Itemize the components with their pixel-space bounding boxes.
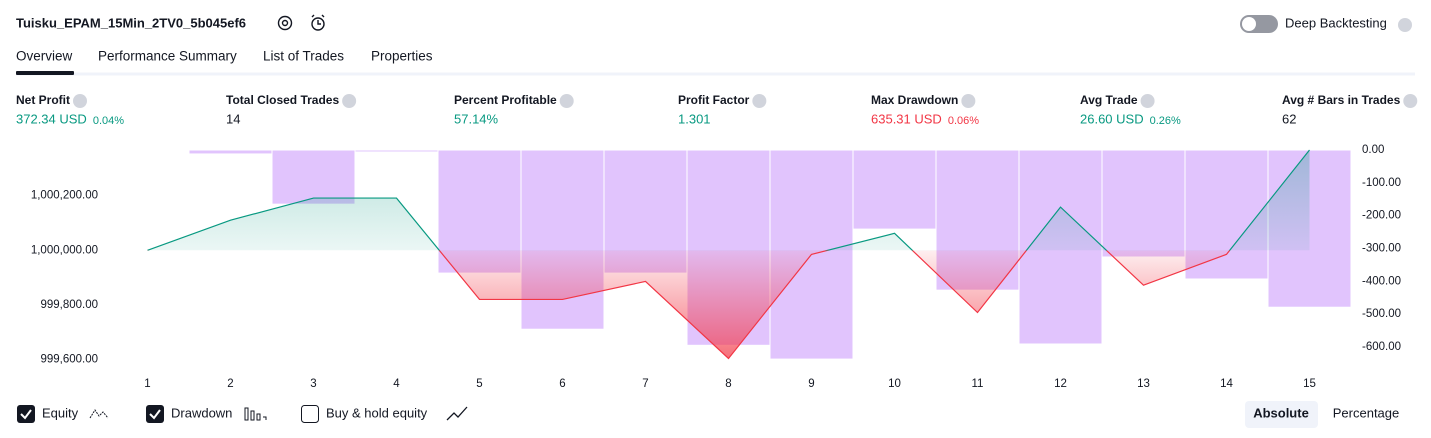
drawdown-bar — [188, 149, 273, 155]
x-tick-label: 6 — [559, 378, 565, 390]
equity-area — [147, 150, 1310, 359]
y2-tick-label: -600.00 — [1362, 341, 1401, 353]
metric-label: Net Profit — [16, 93, 70, 107]
y2-tick-label: -400.00 — [1362, 275, 1401, 287]
mode-button-active[interactable] — [1245, 401, 1318, 428]
metric-value: 14 — [226, 111, 240, 126]
x-tick-label: 14 — [1220, 378, 1233, 390]
drawdown-bar — [1101, 149, 1186, 258]
drawdown-bar — [520, 149, 605, 330]
checkbox[interactable] — [146, 405, 164, 423]
checkmark — [20, 409, 32, 420]
checkbox[interactable] — [17, 405, 35, 423]
metric-percent: 0.04% — [93, 115, 124, 127]
x-tick-label: 3 — [310, 378, 316, 390]
x-tick-label: 12 — [1054, 378, 1067, 390]
alert-icon[interactable] — [311, 14, 325, 31]
legend-label: Drawdown — [171, 405, 232, 420]
active-tab-underline — [16, 71, 74, 75]
tab[interactable]: Properties — [371, 49, 433, 64]
legend-label: Equity — [42, 405, 79, 420]
legend-icon — [89, 409, 109, 419]
x-tick-label: 7 — [642, 378, 648, 390]
metric-value: 62 — [1282, 111, 1296, 126]
metric-value: 57.14% — [454, 111, 499, 126]
metric-label: Max Drawdown — [871, 93, 958, 107]
x-tick-label: 5 — [476, 378, 482, 390]
info-icon — [342, 94, 357, 108]
y-tick-label: 1,000,200.00 — [31, 190, 98, 202]
info-icon — [752, 94, 767, 108]
drawdown-bar — [852, 149, 937, 230]
info-icon — [1140, 94, 1155, 108]
x-tick-label: 8 — [725, 378, 731, 390]
metric-label: Percent Profitable — [454, 93, 557, 107]
info-icon — [961, 94, 976, 108]
deep-backtesting-label: Deep Backtesting — [1285, 15, 1387, 30]
metric-label: Total Closed Trades — [226, 93, 339, 107]
x-tick-label: 11 — [972, 378, 984, 390]
checkbox[interactable] — [301, 405, 319, 423]
drawdown-bar — [271, 149, 356, 205]
metric-label: Avg Trade — [1080, 93, 1138, 107]
drawdown-bar — [105, 149, 190, 152]
y2-tick-label: -200.00 — [1362, 210, 1401, 222]
y2-tick-label: -100.00 — [1362, 177, 1401, 189]
chart: 1,000,200.00 1,000,000.00 999,800.00 999,60… — [31, 144, 1401, 390]
metric-percent: 0.26% — [1150, 115, 1181, 127]
y2-tick-label: -500.00 — [1362, 308, 1401, 320]
help-icon[interactable] — [1398, 18, 1412, 32]
checkmark — [149, 409, 161, 420]
y2-tick-label: 0.00 — [1362, 144, 1384, 156]
metric-value: 372.34 USD — [16, 111, 87, 126]
x-tick-label: 1 — [144, 378, 150, 390]
y-tick-label: 999,600.00 — [40, 354, 98, 366]
y-tick-label: 999,800.00 — [40, 299, 98, 311]
metric-value: 1.301 — [678, 111, 711, 126]
mode-button[interactable]: Absolute — [1253, 405, 1309, 420]
tab[interactable]: Performance Summary — [98, 49, 237, 64]
x-tick-label: 13 — [1137, 378, 1150, 390]
x-tick-label: 9 — [808, 378, 814, 390]
mode-button[interactable]: Percentage — [1333, 405, 1400, 420]
toggle-knob — [1242, 17, 1256, 31]
metric-label: Avg # Bars in Trades — [1282, 93, 1401, 107]
strategy-title: Tuisku_EPAM_15Min_2TV0_5b045ef6 — [16, 15, 246, 30]
y2-tick-label: -300.00 — [1362, 243, 1401, 255]
tab[interactable]: List of Trades — [263, 49, 344, 64]
y-tick-label: 1,000,000.00 — [31, 244, 98, 256]
metric-value: 635.31 USD — [871, 111, 942, 126]
info-icon — [559, 94, 574, 108]
x-tick-label: 10 — [888, 378, 901, 390]
x-tick-label: 2 — [227, 378, 233, 390]
info-icon — [73, 94, 87, 108]
legend-icon — [446, 406, 468, 421]
metric-label: Profit Factor — [678, 93, 750, 107]
metric-percent: 0.06% — [948, 115, 979, 127]
drawdown-bar — [354, 149, 439, 153]
x-tick-label: 15 — [1303, 378, 1316, 390]
legend-icon — [244, 407, 267, 421]
settings-icon[interactable] — [277, 15, 293, 31]
x-tick-label: 4 — [393, 378, 400, 390]
legend-label: Buy & hold equity — [326, 405, 428, 420]
equity-line — [147, 149, 1310, 360]
tab[interactable]: Overview — [16, 49, 73, 64]
metric-value: 26.60 USD — [1080, 111, 1144, 126]
info-icon — [1403, 94, 1418, 108]
